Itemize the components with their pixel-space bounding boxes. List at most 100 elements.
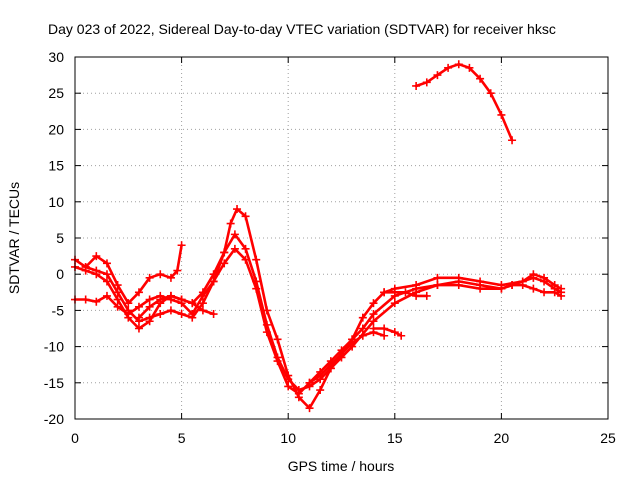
- data-point: [230, 230, 239, 239]
- data-point: [305, 378, 314, 387]
- data-point: [422, 291, 431, 300]
- series-line: [414, 62, 514, 142]
- data-point: [486, 89, 495, 98]
- data-point: [529, 284, 538, 293]
- data-point: [397, 331, 406, 340]
- series-track-3: [71, 230, 566, 395]
- data-point: [508, 281, 517, 290]
- data-point: [188, 299, 197, 308]
- x-tick-label: 10: [280, 430, 296, 446]
- data-point: [166, 273, 175, 282]
- data-point: [412, 81, 421, 90]
- data-point: [81, 262, 90, 271]
- data-point: [173, 266, 182, 275]
- data-point: [252, 277, 261, 286]
- data-point: [124, 306, 133, 315]
- data-point: [124, 313, 133, 322]
- data-point: [145, 317, 154, 326]
- data-point: [401, 288, 410, 297]
- data-point: [241, 244, 250, 253]
- data-point: [262, 320, 271, 329]
- data-point: [156, 295, 165, 304]
- y-tick-label: -15: [44, 375, 64, 391]
- data-point: [369, 317, 378, 326]
- data-point: [540, 288, 549, 297]
- data-point: [284, 375, 293, 384]
- data-point: [557, 291, 566, 300]
- data-point: [433, 281, 442, 290]
- data-point: [188, 313, 197, 322]
- series-track-2: [71, 244, 566, 398]
- data-point: [156, 310, 165, 319]
- data-point: [81, 295, 90, 304]
- y-tick-label: -10: [44, 339, 64, 355]
- data-point: [444, 63, 453, 72]
- data-point: [518, 281, 527, 290]
- data-point: [92, 270, 101, 279]
- data-point: [113, 295, 122, 304]
- data-point: [198, 306, 207, 315]
- series-track-6: [305, 328, 389, 387]
- data-point: [358, 331, 367, 340]
- data-point: [209, 310, 218, 319]
- data-point: [358, 313, 367, 322]
- data-point: [102, 277, 111, 286]
- y-tick-label: -20: [44, 411, 64, 427]
- series-line: [372, 327, 403, 338]
- y-tick-label: -5: [52, 302, 65, 318]
- data-point: [177, 295, 186, 304]
- data-point: [337, 349, 346, 358]
- data-point: [380, 324, 389, 333]
- series-line: [137, 294, 215, 319]
- data-point: [113, 281, 122, 290]
- data-point: [412, 291, 421, 300]
- data-point: [177, 241, 186, 250]
- data-point: [233, 205, 242, 214]
- y-tick-label: 10: [48, 194, 64, 210]
- data-point: [369, 299, 378, 308]
- data-point: [134, 324, 143, 333]
- data-point: [124, 299, 133, 308]
- data-point: [252, 255, 261, 264]
- series-track-5: [134, 291, 218, 322]
- data-point: [134, 313, 143, 322]
- series-track-4: [81, 241, 186, 308]
- data-point: [92, 252, 101, 261]
- data-point: [540, 277, 549, 286]
- series-line: [73, 233, 563, 392]
- data-point: [166, 306, 175, 315]
- data-point: [102, 291, 111, 300]
- tick-layer: 0 5 10 15 20 25 -20 -15 -10 -5 0 5 10 15 20 25 30: [44, 49, 616, 446]
- series-track-9: [412, 60, 517, 145]
- y-tick-label: 20: [48, 121, 64, 137]
- data-point: [230, 244, 239, 253]
- data-point: [198, 288, 207, 297]
- data-point: [209, 277, 218, 286]
- data-point: [220, 259, 229, 268]
- data-point: [422, 78, 431, 87]
- data-point: [369, 324, 378, 333]
- data-point: [508, 136, 517, 145]
- data-point: [476, 74, 485, 83]
- data-point: [226, 219, 235, 228]
- data-point: [497, 284, 506, 293]
- data-point: [102, 259, 111, 268]
- data-point: [273, 353, 282, 362]
- y-tick-label: 25: [48, 85, 64, 101]
- data-point: [198, 299, 207, 308]
- data-point: [550, 288, 559, 297]
- data-point: [465, 63, 474, 72]
- data-point: [305, 404, 314, 413]
- x-axis-label: GPS time / hours: [288, 458, 395, 474]
- data-point: [476, 284, 485, 293]
- data-point: [134, 288, 143, 297]
- data-point: [369, 310, 378, 319]
- data-point: [390, 328, 399, 337]
- data-point: [284, 382, 293, 391]
- data-point: [454, 60, 463, 69]
- data-point: [358, 324, 367, 333]
- data-point: [113, 288, 122, 297]
- data-point: [145, 302, 154, 311]
- data-point: [316, 386, 325, 395]
- series-track-8: [380, 288, 431, 300]
